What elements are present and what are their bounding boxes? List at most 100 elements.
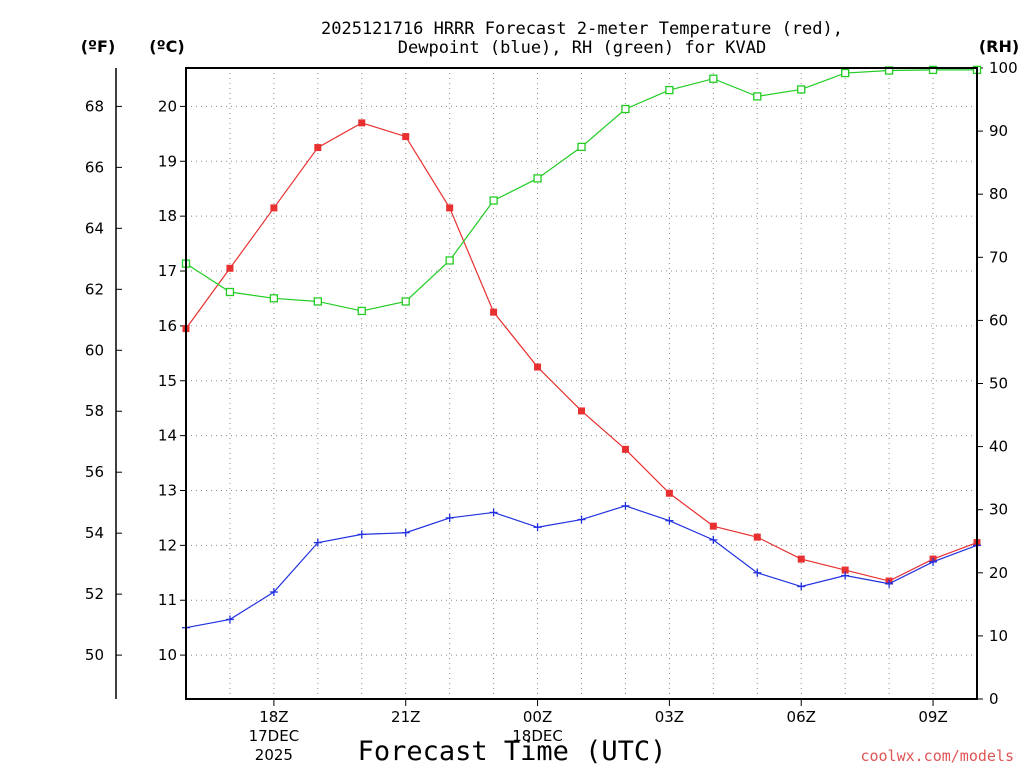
- dewpoint-point: [621, 501, 630, 510]
- relative-humidity-point: [313, 297, 322, 306]
- relative-humidity-point: [841, 68, 850, 78]
- fahrenheit-tick-label: 62: [85, 280, 104, 298]
- temperature-line: [185, 122, 978, 582]
- axes: [115, 67, 983, 706]
- x-tick-label: 18DEC: [512, 727, 563, 745]
- temperature-point: [358, 119, 366, 127]
- x-tick-label: 09Z: [918, 708, 947, 726]
- fahrenheit-tick-label: 50: [85, 646, 104, 664]
- dewpoint-point: [753, 568, 762, 577]
- celsius-unit-label: (ºC): [149, 37, 184, 56]
- rh-tick-label: 30: [989, 501, 1008, 519]
- celsius-tick-label: 10: [158, 646, 177, 664]
- x-tick-label: 06Z: [787, 708, 816, 726]
- dewpoint-point: [225, 615, 234, 624]
- chart-title-line-2: Dewpoint (blue), RH (green) for KVAD: [398, 38, 766, 58]
- dewpoint-point: [709, 535, 718, 544]
- dewpoint-line: [185, 505, 978, 629]
- rh-unit-label: (RH): [979, 37, 1019, 56]
- rh-tick-label: 70: [989, 248, 1008, 266]
- fahrenheit-tick-label: 58: [85, 402, 104, 420]
- temperature-point: [621, 445, 629, 453]
- temperature-series: [182, 119, 981, 585]
- relative-humidity-point: [709, 74, 718, 83]
- dewpoint-point: [885, 579, 894, 588]
- relative-humidity-point: [797, 85, 806, 94]
- x-tick-label: 03Z: [655, 708, 684, 726]
- relative-humidity-point: [665, 85, 674, 95]
- fahrenheit-tick-label: 68: [85, 97, 104, 115]
- temperature-point: [402, 133, 410, 141]
- x-axis-label: Forecast Time (UTC): [358, 736, 667, 767]
- grid-lines: [186, 68, 977, 699]
- temperature-point: [841, 566, 849, 574]
- rh-tick-label: 100: [989, 59, 1018, 77]
- rh-tick-label: 20: [989, 564, 1008, 582]
- fahrenheit-tick-label: 54: [85, 524, 104, 542]
- temperature-point: [797, 555, 805, 563]
- rh-tick-label: 10: [989, 627, 1008, 645]
- temperature-point: [709, 522, 717, 530]
- temperature-point: [314, 144, 322, 152]
- relative-humidity-point: [269, 294, 279, 303]
- relative-humidity-point: [225, 287, 235, 297]
- x-tick-label: 00Z: [523, 708, 552, 726]
- dewpoint-series: [182, 501, 981, 632]
- fahrenheit-tick-label: 56: [85, 463, 104, 481]
- temperature-point: [226, 264, 234, 272]
- relative-humidity-point: [401, 297, 410, 306]
- dewpoint-point: [577, 515, 586, 524]
- relative-humidity-point: [489, 196, 498, 205]
- celsius-tick-label: 19: [158, 152, 177, 170]
- dewpoint-point: [797, 582, 806, 591]
- fahrenheit-unit-label: (ºF): [81, 37, 116, 56]
- relative-humidity-point: [357, 306, 366, 316]
- data-series: [181, 65, 982, 632]
- rh-tick-label: 0: [989, 690, 999, 708]
- dewpoint-point: [841, 571, 850, 580]
- x-tick-label: 17DEC: [249, 727, 300, 745]
- fahrenheit-tick-label: 60: [85, 341, 104, 359]
- temperature-point: [753, 533, 761, 541]
- temperature-point: [665, 489, 673, 497]
- relative-humidity-point: [445, 256, 454, 265]
- rh-tick-label: 60: [989, 311, 1008, 329]
- fahrenheit-tick-label: 66: [85, 158, 104, 176]
- credit-text: coolwx.com/models: [860, 747, 1014, 765]
- temperature-point: [578, 407, 585, 415]
- temperature-point: [490, 308, 498, 316]
- celsius-tick-label: 20: [158, 97, 177, 115]
- rh-tick-label: 80: [989, 185, 1008, 203]
- dewpoint-point: [445, 513, 454, 522]
- dewpoint-point: [489, 508, 498, 517]
- relative-humidity-point: [928, 65, 938, 75]
- temperature-point: [534, 363, 542, 371]
- x-tick-label: 18Z: [259, 708, 288, 726]
- celsius-tick-label: 17: [158, 262, 177, 280]
- rh-tick-label: 50: [989, 375, 1008, 393]
- celsius-tick-label: 11: [158, 591, 177, 609]
- dewpoint-point: [401, 528, 410, 537]
- celsius-tick-label: 14: [158, 427, 177, 445]
- rh-tick-label: 40: [989, 438, 1008, 456]
- dewpoint-point: [533, 523, 542, 532]
- celsius-tick-label: 15: [158, 372, 177, 390]
- dewpoint-point: [665, 516, 674, 525]
- x-tick-label: 2025: [255, 746, 293, 764]
- celsius-tick-label: 12: [158, 536, 177, 554]
- dewpoint-point: [269, 588, 278, 597]
- fahrenheit-tick-label: 52: [85, 585, 104, 603]
- chart-title-line-1: 2025121716 HRRR Forecast 2-meter Tempera…: [321, 19, 843, 39]
- dewpoint-point: [357, 530, 366, 539]
- fahrenheit-tick-label: 64: [85, 219, 104, 237]
- temperature-point: [446, 204, 454, 212]
- x-tick-label: 21Z: [391, 708, 420, 726]
- dewpoint-point: [313, 538, 322, 547]
- temperature-point: [270, 204, 278, 212]
- relative-humidity-point: [577, 142, 586, 152]
- relative-humidity-point: [533, 174, 542, 183]
- celsius-tick-label: 16: [158, 317, 177, 335]
- dewpoint-point: [929, 557, 938, 566]
- plot-frame: [185, 67, 978, 700]
